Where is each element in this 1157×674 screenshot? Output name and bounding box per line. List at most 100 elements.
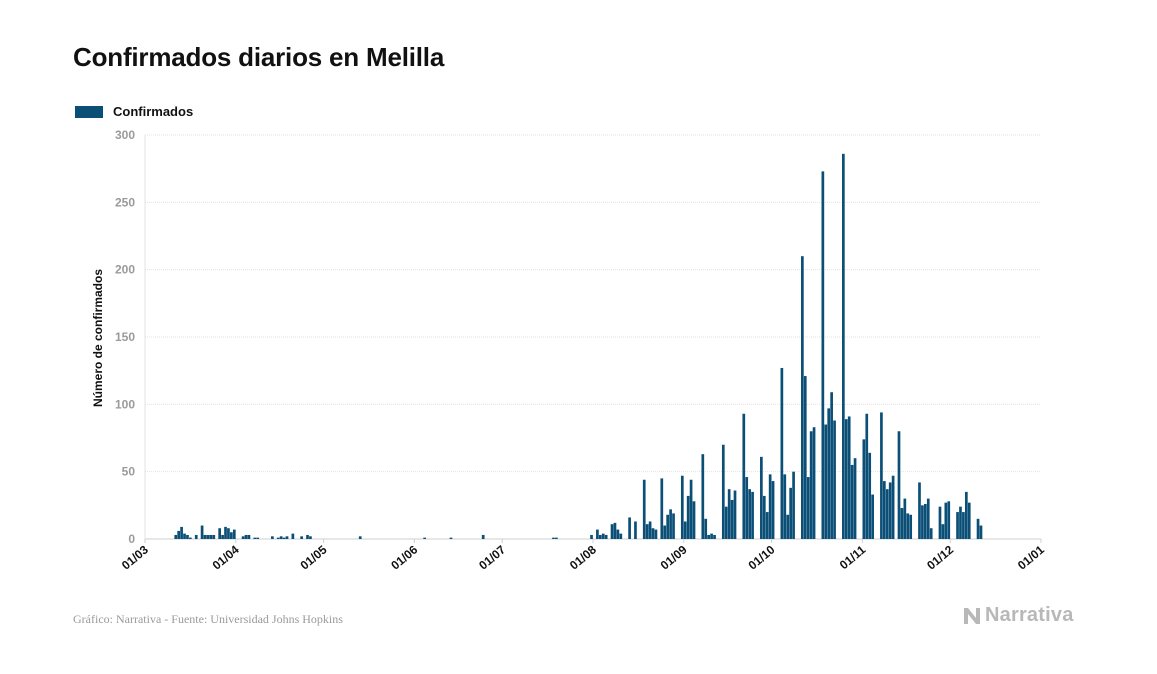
bar [669, 509, 672, 539]
bar [959, 506, 962, 539]
x-tick-label: 01/12 [924, 542, 956, 572]
bar [713, 534, 716, 539]
bar [710, 533, 713, 539]
bar [634, 521, 637, 539]
bar [218, 528, 222, 539]
bar [672, 513, 675, 539]
bar [730, 499, 734, 539]
bar [742, 413, 746, 539]
bar [786, 514, 790, 539]
bar [926, 498, 930, 539]
bar [768, 474, 772, 539]
bar [244, 534, 248, 539]
y-tick-label: 250 [115, 195, 135, 209]
bar [733, 490, 737, 539]
chart-legend: Confirmados [75, 104, 193, 119]
bar [221, 534, 224, 539]
x-tick-label: 01/06 [388, 542, 420, 572]
bar [824, 424, 828, 539]
bar [555, 537, 558, 539]
bar [891, 475, 895, 539]
bar [253, 537, 257, 539]
chart-gridlines [144, 134, 1041, 540]
bar [300, 536, 303, 539]
brand-logo: Narrativa [963, 604, 1074, 627]
bar [271, 536, 274, 539]
bar [833, 420, 836, 539]
bar [947, 501, 951, 539]
bar [979, 525, 983, 539]
bar [189, 537, 192, 539]
bar [842, 153, 845, 539]
bar [906, 513, 910, 539]
bar [232, 529, 236, 539]
bar [423, 537, 426, 539]
bar [967, 502, 971, 539]
bar [449, 537, 453, 539]
bar [883, 481, 886, 539]
bar-series [174, 153, 983, 540]
narrativa-logo-icon [964, 607, 980, 624]
bar [610, 524, 614, 539]
bar [194, 534, 198, 539]
bar [291, 533, 295, 539]
y-tick-label: 300 [115, 128, 135, 142]
bar [552, 537, 555, 539]
bar [590, 534, 593, 539]
bar [309, 536, 312, 539]
bar [862, 439, 866, 539]
bar [224, 526, 227, 539]
bar [680, 475, 684, 539]
bar [212, 534, 216, 539]
bar [666, 514, 670, 539]
bar [247, 534, 251, 539]
bar [654, 529, 658, 539]
bar [962, 512, 965, 539]
bar [830, 392, 833, 539]
bar [780, 367, 784, 539]
bar [871, 494, 874, 539]
bar [279, 536, 283, 539]
bar [686, 495, 690, 539]
bar [285, 536, 289, 539]
bar [821, 171, 825, 540]
y-tick-label: 100 [115, 397, 135, 411]
bar [812, 427, 816, 539]
bar [938, 506, 942, 539]
bar [358, 536, 362, 539]
bar [909, 514, 913, 539]
chart-title: Confirmados diarios en Melilla [73, 42, 445, 72]
bar [230, 532, 233, 539]
bar [209, 534, 213, 539]
bar [847, 416, 851, 539]
bar [645, 524, 649, 539]
x-tick-label: 01/11 [837, 542, 869, 572]
bar [765, 512, 769, 539]
bar [850, 464, 854, 539]
bar [760, 456, 763, 539]
bar [628, 517, 631, 539]
bar [762, 495, 766, 539]
bar [227, 528, 230, 539]
bar [206, 534, 210, 539]
bar [613, 522, 617, 539]
bar [897, 431, 901, 539]
bar [865, 413, 869, 539]
bar [976, 518, 980, 539]
x-tick-label: 01/10 [746, 542, 778, 572]
bar [903, 498, 907, 539]
x-tick-label: 01/03 [119, 542, 151, 572]
bar [888, 482, 892, 539]
bar [203, 534, 207, 539]
bar [792, 471, 795, 539]
bar [721, 444, 725, 539]
bar [200, 525, 204, 539]
x-tick-label: 01/07 [476, 542, 508, 572]
bar [783, 474, 787, 539]
x-tick-label: 01/05 [298, 542, 330, 572]
bar [724, 506, 728, 539]
bar [692, 501, 696, 539]
bar [827, 408, 831, 539]
bar [663, 525, 667, 539]
